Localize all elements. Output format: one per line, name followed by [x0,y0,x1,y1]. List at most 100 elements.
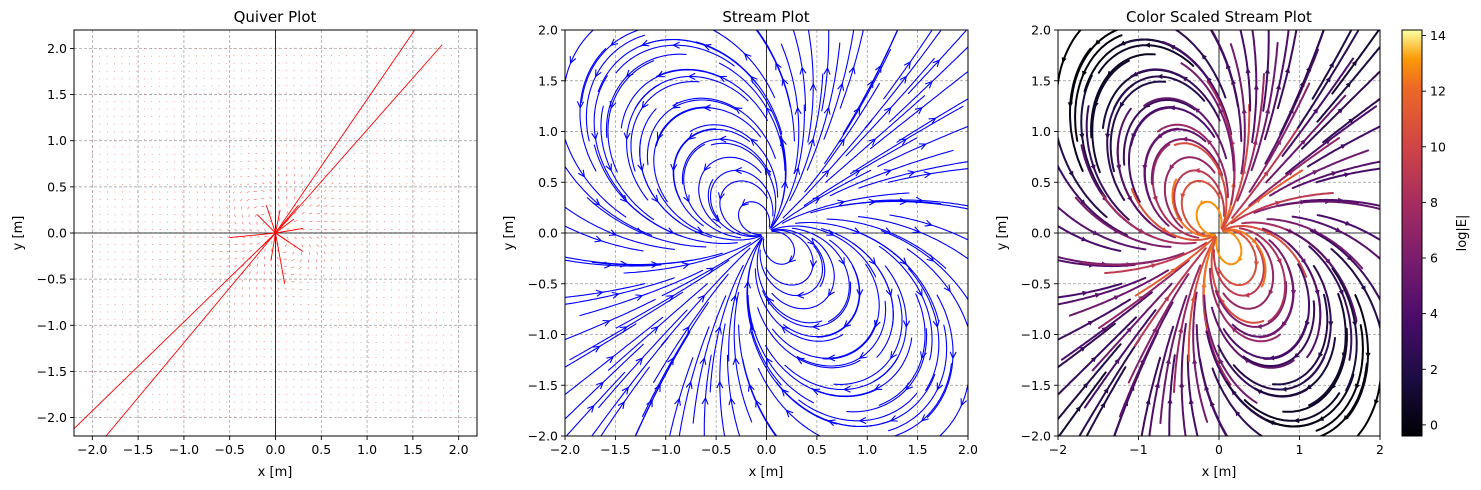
color-stream-xticks: −2 −1 0 1 2 [1049,436,1384,457]
color-stream-arrowhead [1348,118,1355,124]
stream-arrowhead [610,38,619,47]
quiver-long-arrow [74,232,276,429]
color-stream-streamline [1287,242,1322,359]
stream-arrowhead [926,254,935,262]
color-stream-arrowhead [1188,398,1194,405]
colorbar-tick-label: 4 [1430,306,1438,321]
color-stream-streamline [1192,291,1209,423]
stream-streamline [792,30,807,112]
color-stream-arrowhead [1113,228,1120,233]
stream-streamline [846,328,928,413]
stream-arrowhead [874,319,881,329]
color-stream-arrowhead [1265,107,1271,114]
color-stream-arrowhead [1144,42,1150,48]
color-stream-arrowhead [1219,358,1224,365]
color-stream-streamline [1109,80,1167,173]
stream-arrowhead [577,169,586,178]
stream-arrowhead [928,117,937,125]
stream-arrowhead [712,214,720,223]
stream-arrowhead [799,66,807,75]
stream-arrowhead [617,401,625,410]
color-stream-arrowhead [1344,220,1351,226]
stream-streamline [822,263,880,360]
color-stream-ytick-label: 1.0 [1031,124,1051,139]
color-stream-streamline [1266,373,1355,428]
color-stream-arrowhead [1156,73,1163,80]
stream-arrowhead [611,291,620,299]
quiver-center-arrow [275,232,290,243]
color-stream-streamline [1112,75,1206,110]
color-stream-streamline [1258,239,1295,339]
stream-arrowhead [596,381,604,390]
color-stream-arrowhead [1169,105,1175,111]
color-stream-streamline [1060,291,1153,361]
color-stream-streamline [1236,73,1265,202]
color-stream-arrowhead [1061,57,1067,64]
color-stream-arrowhead [1343,415,1349,421]
stream-arrowhead [594,235,603,243]
color-stream-yticks: −2.0 −1.5 −1.0 −0.5 0.0 0.5 1.0 1.5 2.0 [1021,23,1058,444]
stream-arrowhead [718,75,727,83]
quiver-ytick-label: 0.0 [47,226,67,241]
color-stream-arrowhead [1245,67,1251,74]
color-stream-arrowhead [1345,81,1352,88]
color-stream-streamline [1281,57,1355,157]
quiver-xtick-label: 1.5 [403,442,423,457]
color-stream-ytick-label: 2.0 [1031,23,1051,38]
color-stream-streamline [1291,160,1380,190]
color-stream-streamline [1210,306,1295,369]
color-stream-arrowhead [1126,326,1133,333]
quiver-title: Quiver Plot [234,8,317,26]
stream-arrowhead [750,138,758,146]
color-stream-arrowhead [1103,387,1109,394]
color-stream-streamline [1058,276,1147,306]
color-stream-arrowhead [1126,262,1133,268]
color-stream-arrowhead [1335,227,1342,233]
quiver-ytick-label: −2.0 [37,410,67,425]
stream-streamline [737,201,771,236]
stream-arrowhead [681,262,691,270]
stream-streamline [581,30,641,103]
quiver-ytick-label: −1.5 [37,364,67,379]
stream-arrowhead [960,398,968,407]
stream-arrowhead [701,396,709,405]
stream-arrowhead [899,257,908,266]
quiver-xtick-label: 1.0 [357,442,377,457]
stream-yticks: −2.0 −1.5 −1.0 −0.5 0.0 0.5 1.0 1.5 2.0 [528,23,565,444]
stream-arrowhead [889,415,898,422]
colorbar-tick-label: 14 [1430,28,1446,43]
color-stream-streamline [1309,229,1380,302]
stream-arrowhead [606,355,615,364]
stream-streamline [586,197,707,248]
stream-arrowhead [838,257,845,266]
stream-streamline [655,107,762,147]
stream-arrowhead [848,66,856,75]
colorbar-tick-label: 2 [1430,362,1438,377]
color-stream-arrowhead [1252,139,1258,145]
stream-arrowhead [765,106,773,115]
stream-ylabel: y [m] [502,216,517,251]
stream-arrowhead [591,132,599,141]
color-stream-ytick-label: 1.5 [1031,73,1051,88]
color-stream-arrowhead [1167,397,1173,404]
color-stream-arrowhead [1290,290,1297,296]
color-stream-arrowhead [1181,76,1188,82]
color-stream-arrowhead [1276,258,1282,265]
color-stream-streamline [1080,74,1107,199]
stream-streamline [858,161,968,189]
quiver-center-arrow [275,205,299,234]
color-stream-arrowhead [1079,346,1086,352]
stream-arrowhead [823,66,831,75]
stream-arrowhead [918,143,927,150]
color-stream-arrowhead [1275,83,1281,90]
color-stream-streamline [1090,53,1156,139]
quiver-center-arrow [270,232,276,261]
color-stream-arrowhead [1180,193,1186,200]
stream-streamline [826,218,947,269]
color-stream-arrowhead [1090,164,1096,171]
stream-xtick-label: 0.0 [757,442,777,457]
color-stream-streamline [1173,142,1228,230]
color-stream-arrowhead [1116,164,1122,171]
color-stream-arrowhead [1256,323,1262,330]
stream-arrowhead [619,326,628,334]
